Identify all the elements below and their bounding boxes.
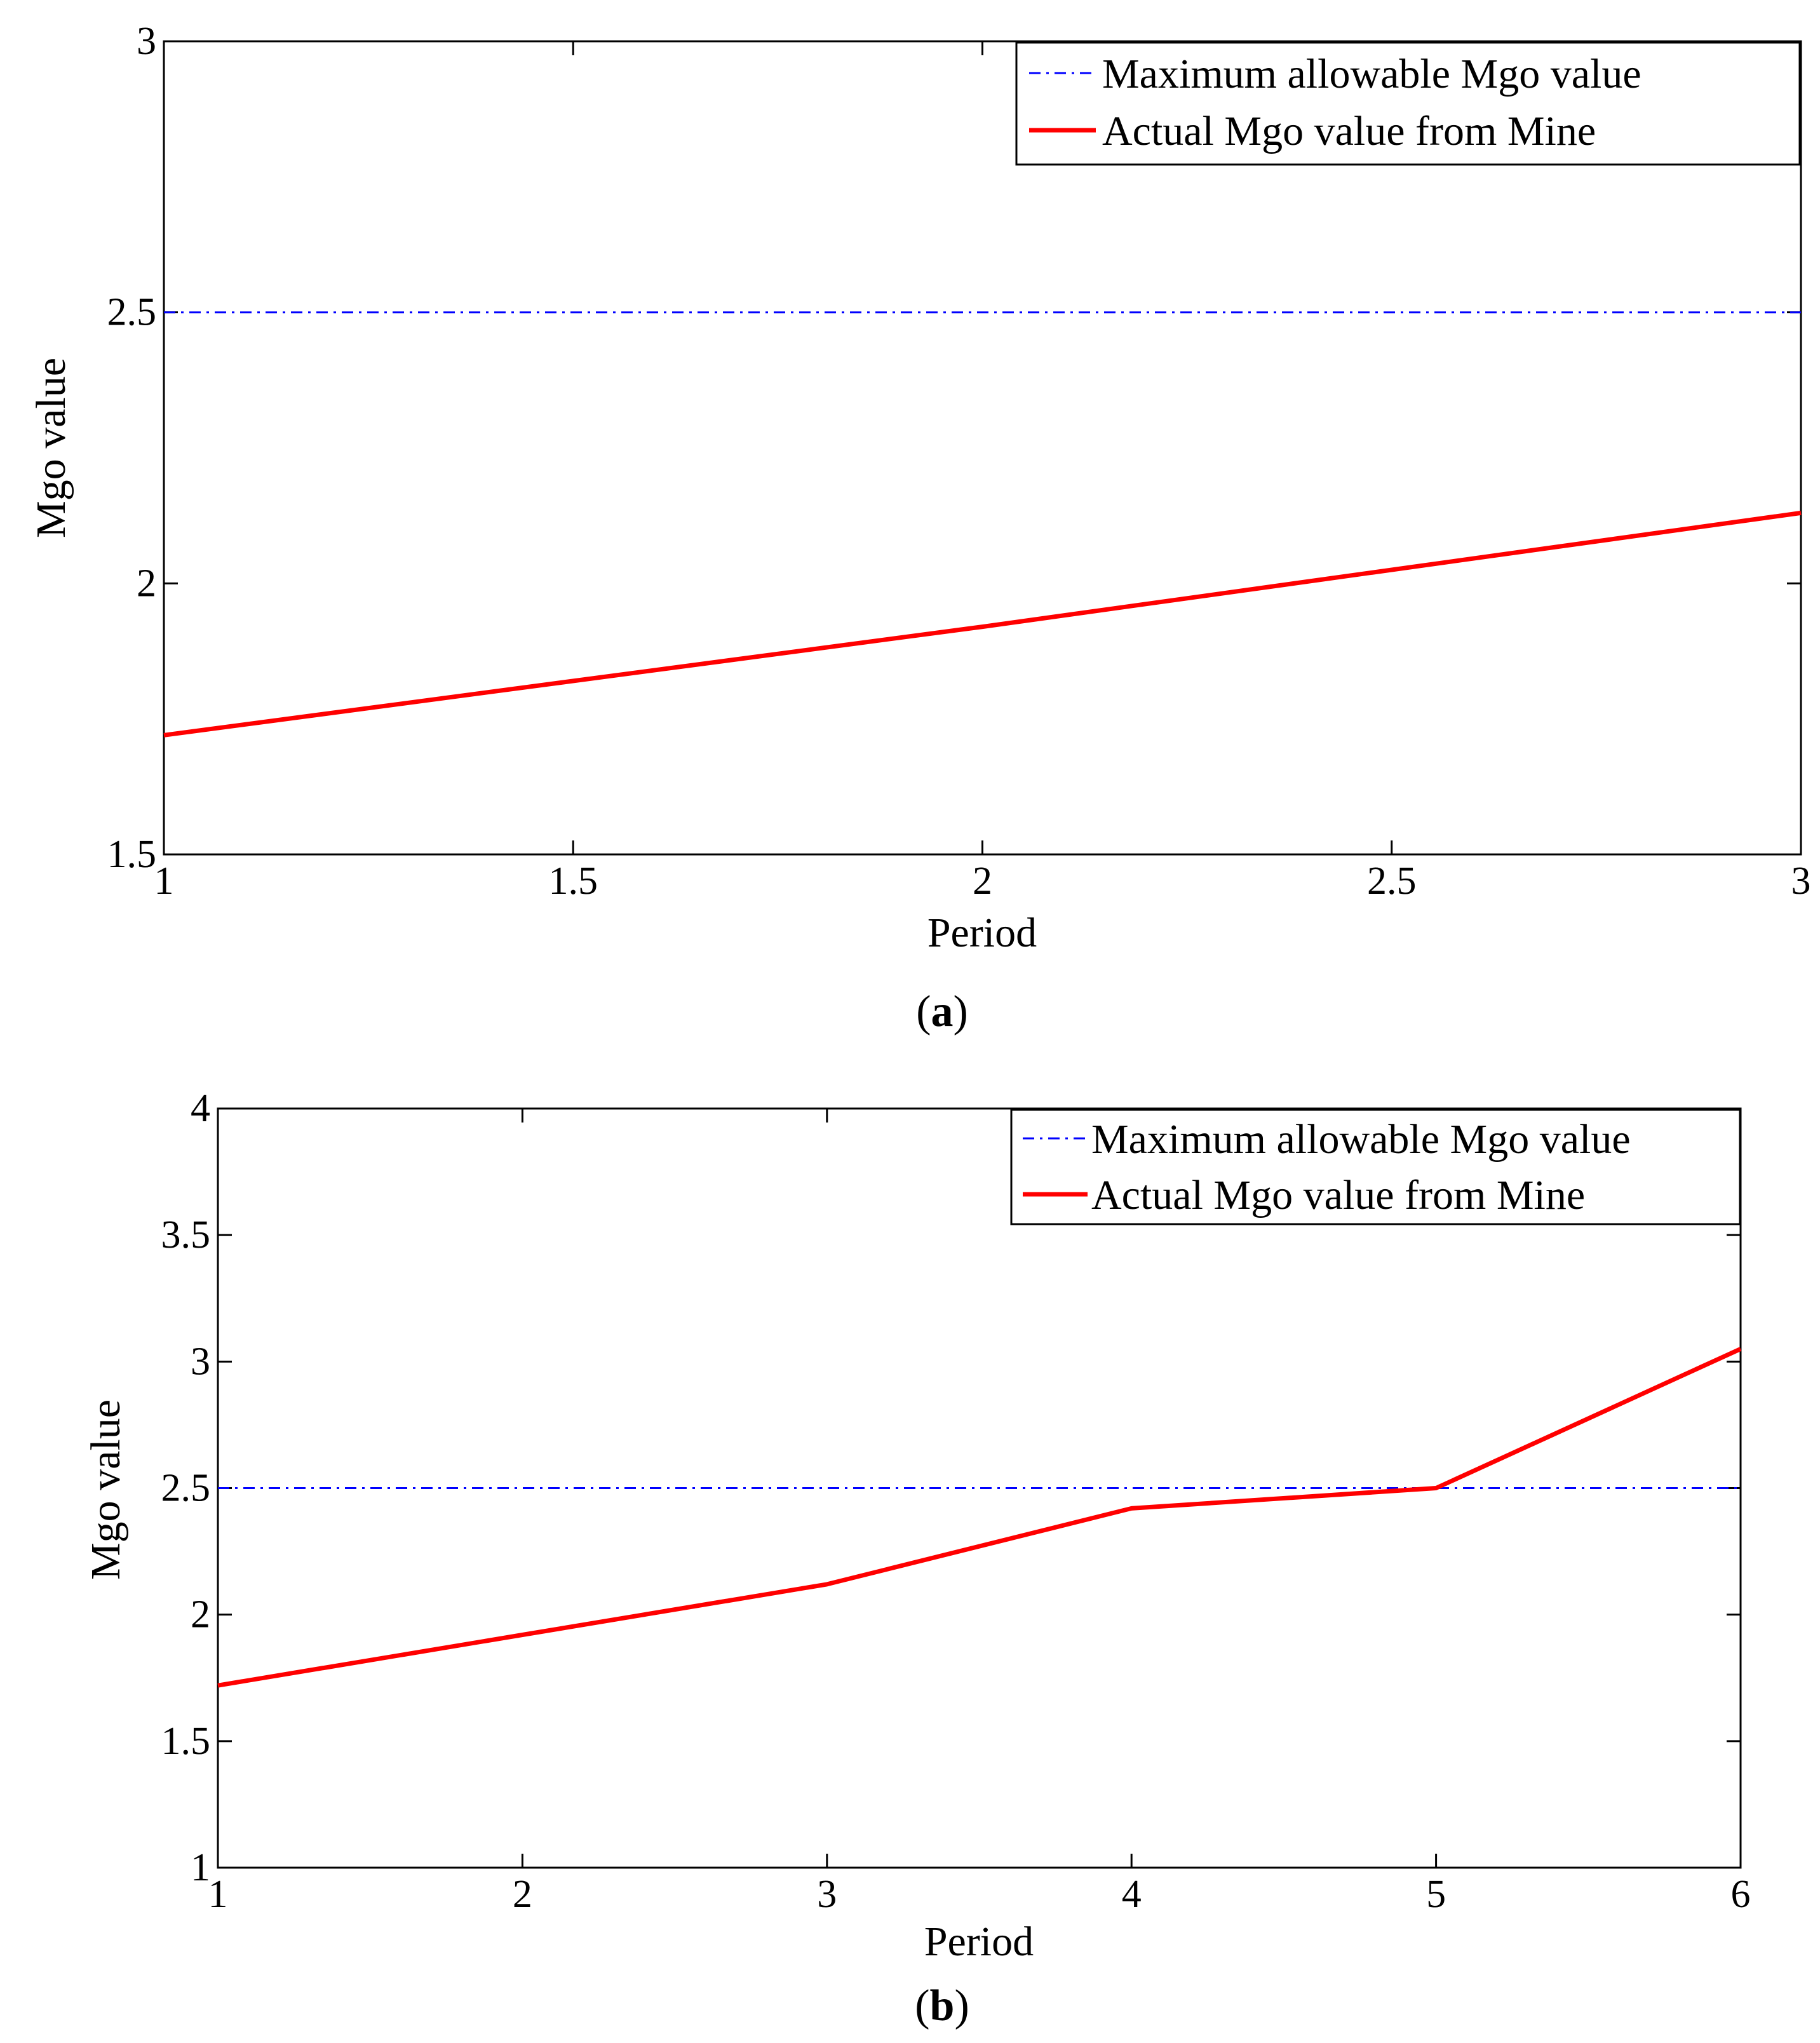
x-axis-title-b: Period [924,1918,1034,1965]
y-tick-label-a: 1.5 [107,833,157,876]
legend-label-actual-a: Actual Mgo value from Mine [1102,108,1596,154]
y-tick-label-b: 1.5 [161,1720,211,1763]
y-tick-label-b: 2.5 [161,1467,211,1510]
legend-label-max-a: Maximum allowable Mgo value [1102,51,1641,97]
caption-b: (b) [915,1981,969,2030]
plot-area-b [217,1107,1742,1869]
actual-mgo-line-b [217,1347,1742,1688]
legend-label-actual-b: Actual Mgo value from Mine [1091,1172,1585,1218]
actual-mgo-line-a [163,510,1802,738]
legend-box-b [1010,1109,1741,1225]
panel-a-chart: 1 1.5 2 2.5 31.522.53 Period Mgo value Maxim… [28,20,1811,1036]
tick-labels-b: 1 2 3 4 5 6 1 1.5 2 2.5 3 3.5 4 [161,1087,1751,1916]
x-tick-label-b: 6 [1731,1873,1751,1916]
x-tick-label-a: 3 [1791,860,1811,903]
plot-area-a [163,40,1802,856]
y-tick-label-b: 4 [191,1087,210,1130]
y-tick-label-a: 2 [137,562,156,605]
series-b [217,1347,1742,1688]
tick-labels-a: 1 1.5 2 2.5 31.522.53 [107,20,1811,903]
y-tick-label-b: 2 [191,1593,210,1636]
legend-b: Maximum allowable Mgo value Actual Mgo v… [1010,1109,1741,1225]
x-tick-label-a: 2.5 [1367,860,1417,903]
x-tick-label-b: 4 [1122,1873,1142,1916]
x-tick-label-a: 2 [973,860,992,903]
x-axis-title-a: Period [927,910,1037,956]
y-tick-label-b: 3.5 [161,1213,211,1257]
y-tick-label-b: 3 [191,1340,210,1383]
x-tick-label-a: 1.5 [549,860,598,903]
x-tick-label-b: 1 [208,1873,228,1916]
y-tick-label-b: 1 [191,1846,210,1889]
x-tick-label-b: 3 [817,1873,837,1916]
legend-box-a [1015,41,1801,166]
tick-marks-a [163,40,1802,856]
panel-b-chart: 1 2 3 4 5 6 1 1.5 2 2.5 3 3.5 4 Period Mgo value Max… [83,1087,1751,2030]
tick-marks-b [217,1107,1742,1869]
x-tick-label-a: 1 [154,860,174,903]
y-axis-title-a: Mgo value [28,358,74,538]
series-a [163,311,1802,738]
y-tick-label-a: 2.5 [107,291,157,334]
y-axis-title-b: Mgo value [83,1399,129,1580]
legend-label-max-b: Maximum allowable Mgo value [1091,1116,1631,1163]
y-tick-label-a: 3 [137,20,156,63]
caption-a: (a) [916,987,968,1036]
x-tick-label-b: 2 [513,1873,532,1916]
x-tick-label-b: 5 [1426,1873,1446,1916]
legend-a: Maximum allowable Mgo value Actual Mgo v… [1015,41,1801,166]
